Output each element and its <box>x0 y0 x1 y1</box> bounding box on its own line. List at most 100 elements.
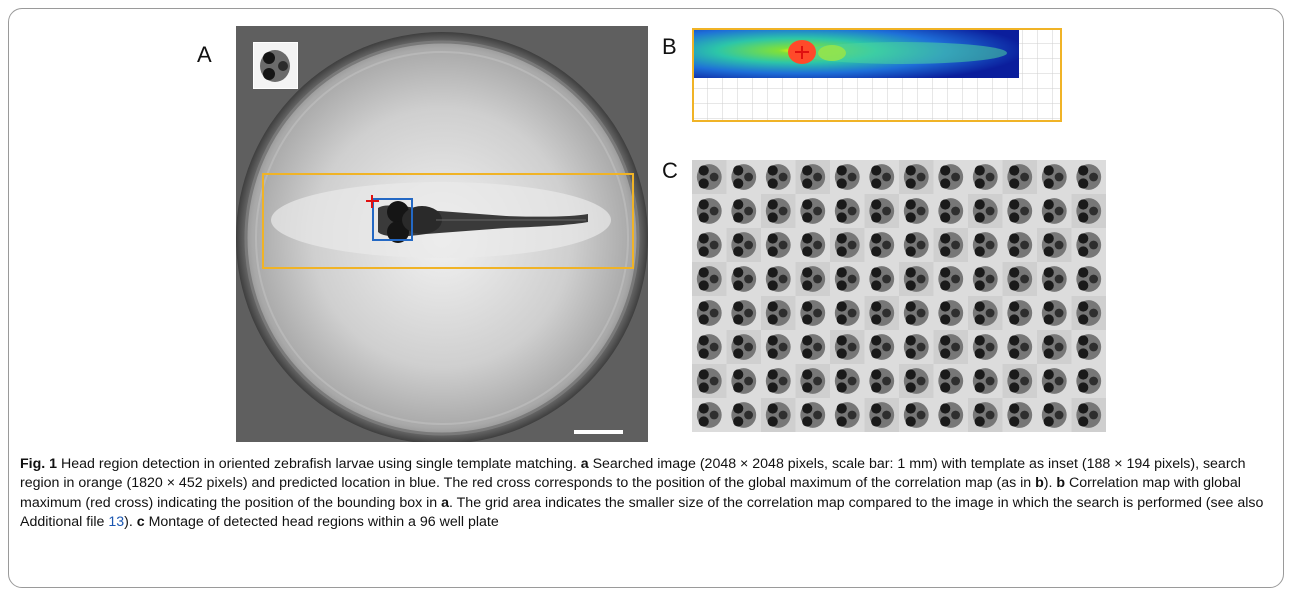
head-thumbnail <box>899 296 934 330</box>
panel-label-b: B <box>662 34 677 59</box>
head-thumbnail <box>795 330 830 364</box>
head-thumbnail <box>899 160 934 194</box>
head-thumbnail <box>864 194 899 228</box>
head-thumbnail <box>968 262 1003 296</box>
head-thumbnail <box>864 228 899 262</box>
head-thumbnail <box>761 228 796 262</box>
caption-c-label: c <box>136 514 145 531</box>
head-thumbnail <box>1037 194 1072 228</box>
correlation-map-panel <box>692 28 1062 122</box>
head-thumbnail <box>1037 364 1072 398</box>
head-thumbnail <box>830 160 865 194</box>
head-thumbnail <box>864 330 899 364</box>
head-thumbnail <box>968 330 1003 364</box>
head-thumbnail <box>830 228 865 262</box>
head-thumbnail <box>761 262 796 296</box>
head-thumbnail <box>1071 160 1106 194</box>
head-thumbnail <box>726 364 761 398</box>
head-thumbnail <box>1037 262 1072 296</box>
head-thumbnail <box>726 262 761 296</box>
head-thumbnail <box>1071 228 1106 262</box>
head-thumbnail <box>968 194 1003 228</box>
caption-a-text: Searched image (2048 × 2048 pixels, scal… <box>20 456 1246 492</box>
head-thumbnail <box>899 194 934 228</box>
head-thumbnail <box>795 160 830 194</box>
head-thumbnail <box>899 228 934 262</box>
template-inset <box>253 42 298 89</box>
head-thumbnail <box>692 228 727 262</box>
head-thumbnail <box>968 160 1003 194</box>
caption-a-label: a <box>580 456 589 472</box>
head-thumbnail <box>795 398 830 432</box>
searched-image-panel <box>236 26 648 442</box>
head-thumbnail <box>692 194 727 228</box>
head-thumbnail <box>761 160 796 194</box>
caption-b-text2: . The grid area indicates the smaller si… <box>20 494 1264 531</box>
correlation-map <box>692 28 1062 122</box>
max-cross-icon <box>366 195 379 208</box>
caption-b-ref: a <box>441 494 450 511</box>
head-thumbnail <box>1002 262 1037 296</box>
head-thumbnail <box>795 296 830 330</box>
caption-b-label: b <box>1056 475 1066 492</box>
head-thumbnail <box>830 296 865 330</box>
caption-b-text: Correlation map with global maximum (red… <box>20 475 1241 511</box>
head-thumbnail <box>726 330 761 364</box>
caption-fig-label: Fig. 1 <box>20 456 58 472</box>
figure-caption: Fig. 1 Head region detection in oriented… <box>20 455 1270 533</box>
head-thumbnail <box>1071 262 1106 296</box>
head-thumbnail <box>968 364 1003 398</box>
head-thumbnail <box>830 398 865 432</box>
head-thumbnail <box>795 262 830 296</box>
head-thumbnail <box>795 228 830 262</box>
head-thumbnail <box>968 398 1003 432</box>
head-thumbnail <box>761 364 796 398</box>
head-thumbnail <box>1071 194 1106 228</box>
search-region-box <box>262 173 634 269</box>
additional-file-link[interactable]: 13 <box>108 514 125 531</box>
head-thumbnail <box>692 262 727 296</box>
head-thumbnail <box>795 364 830 398</box>
scale-bar <box>574 430 623 434</box>
head-thumbnail <box>1037 160 1072 194</box>
head-thumbnail <box>933 228 968 262</box>
head-thumbnail <box>1002 296 1037 330</box>
head-thumbnail <box>1071 398 1106 432</box>
head-thumbnail <box>1002 194 1037 228</box>
head-thumbnail <box>1071 364 1106 398</box>
head-thumbnail <box>1002 160 1037 194</box>
head-thumbnail <box>692 398 727 432</box>
head-thumbnail <box>899 398 934 432</box>
searched-image <box>236 26 648 442</box>
head-thumbnail <box>933 330 968 364</box>
head-thumbnail <box>830 364 865 398</box>
caption-title: Head region detection in oriented zebraf… <box>57 456 581 472</box>
head-thumbnail <box>864 364 899 398</box>
figure-frame <box>8 8 1284 588</box>
head-thumbnail <box>830 194 865 228</box>
panel-label-a: A <box>197 42 212 67</box>
head-montage <box>692 160 1106 432</box>
head-thumbnail <box>761 398 796 432</box>
head-thumbnail <box>933 398 968 432</box>
head-thumbnail <box>692 330 727 364</box>
head-thumbnail <box>899 364 934 398</box>
head-thumbnail <box>761 296 796 330</box>
panel-label-c: C <box>662 158 678 183</box>
head-thumbnail <box>899 262 934 296</box>
head-thumbnail <box>933 296 968 330</box>
head-thumbnail <box>1037 330 1072 364</box>
head-thumbnail <box>864 262 899 296</box>
head-thumbnail <box>864 398 899 432</box>
head-thumbnail <box>726 194 761 228</box>
head-thumbnail <box>692 296 727 330</box>
head-thumbnail <box>1037 398 1072 432</box>
head-montage-panel <box>692 160 1106 432</box>
head-thumbnail <box>1002 398 1037 432</box>
head-thumbnail <box>1071 296 1106 330</box>
head-thumbnail <box>761 330 796 364</box>
head-thumbnail <box>899 330 934 364</box>
head-thumbnail <box>864 160 899 194</box>
head-thumbnail <box>726 398 761 432</box>
head-thumbnail <box>692 160 727 194</box>
